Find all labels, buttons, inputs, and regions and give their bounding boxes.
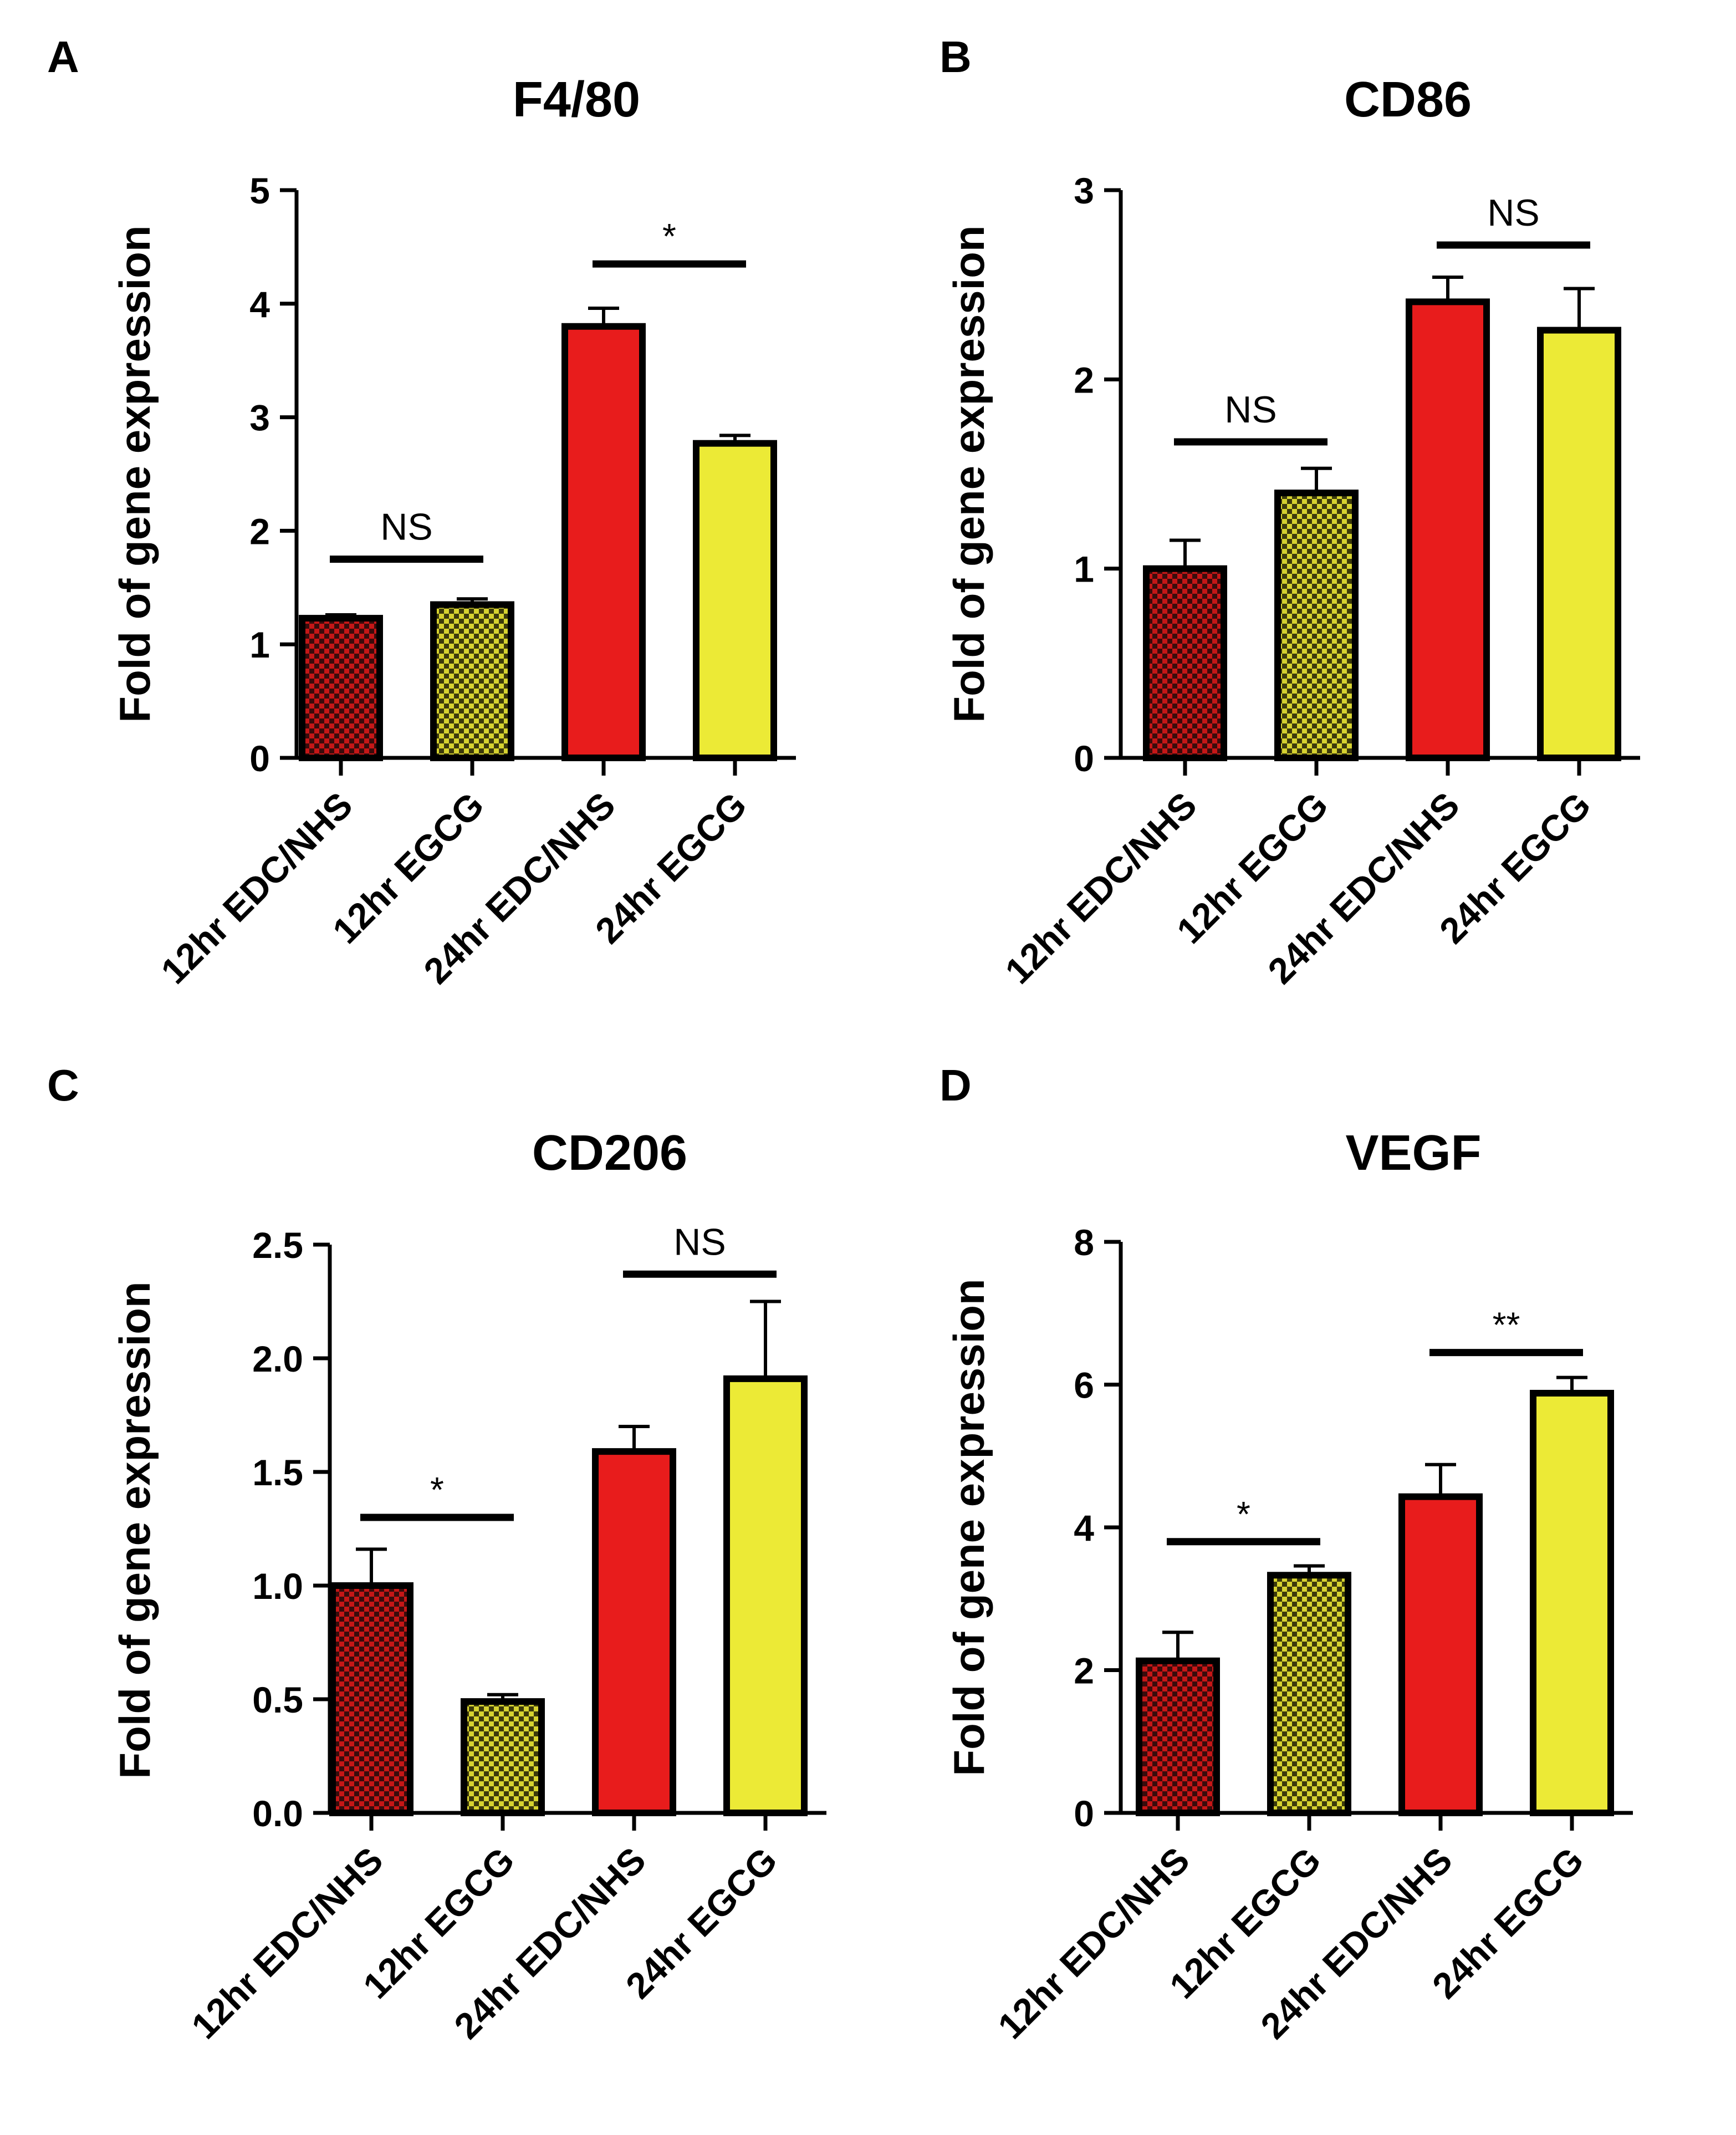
- bar-4: [723, 1375, 808, 1816]
- bar-1: [329, 1582, 413, 1816]
- panel-letter: D: [940, 1061, 972, 1110]
- y-axis-label: Fold of gene expression: [110, 225, 159, 722]
- panel-d: D VEGF Fold of gene expression 0 2 4 6 8 12hr ED…: [940, 1061, 1633, 2046]
- chart-title: CD206: [532, 1125, 687, 1181]
- bar-1: [1143, 565, 1227, 761]
- y-tick-label: 1.5: [252, 1452, 303, 1493]
- y-tick-label: 2: [1074, 1650, 1094, 1691]
- significance-label: NS: [673, 1221, 726, 1263]
- x-tick-label: 12hr EDC/NHS: [990, 1840, 1197, 2047]
- y-axis-label: Fold of gene expression: [944, 225, 993, 722]
- x-tick-label: 12hr EDC/NHS: [153, 784, 360, 992]
- chart-title: CD86: [1344, 72, 1472, 128]
- significance-label: NS: [380, 506, 432, 548]
- significance-label: *: [1237, 1494, 1250, 1534]
- y-tick-label: 1: [1074, 549, 1094, 590]
- significance-label: *: [430, 1470, 444, 1510]
- panel-letter: B: [940, 32, 972, 81]
- y-tick-label: 0: [1074, 738, 1094, 779]
- bar-2: [461, 1698, 545, 1817]
- bar-3: [1406, 298, 1490, 761]
- bar-3: [561, 323, 646, 761]
- x-tick-label: 12hr EDC/NHS: [997, 784, 1204, 992]
- chart-title: VEGF: [1345, 1125, 1481, 1181]
- y-tick-label: 8: [1074, 1222, 1094, 1263]
- y-tick-label: 5: [249, 170, 270, 211]
- panel-letter: C: [47, 1061, 79, 1110]
- y-tick-label: 3: [249, 398, 270, 439]
- bar-3: [1398, 1493, 1483, 1816]
- y-axis-label: Fold of gene expression: [944, 1278, 993, 1776]
- panel-a: A F4/80 Fold of gene expression 0 1 2 3 4 5 12hr …: [47, 32, 796, 991]
- y-tick-label: 0.5: [252, 1679, 303, 1720]
- bar-4: [1537, 327, 1621, 761]
- y-tick-label: 4: [249, 284, 270, 325]
- panel-c: C CD206 Fold of gene expression 0.0 0.5 1.0 1.…: [47, 1061, 826, 2046]
- y-tick-label: 1.0: [252, 1566, 303, 1607]
- bar-2: [1267, 1572, 1351, 1816]
- bar-4: [693, 440, 777, 761]
- significance-label: **: [1493, 1305, 1520, 1345]
- y-tick-label: 6: [1074, 1365, 1094, 1406]
- significance-label: NS: [1224, 389, 1277, 431]
- bar-2: [1274, 490, 1359, 762]
- bar-4: [1530, 1389, 1614, 1816]
- y-tick-label: 4: [1074, 1507, 1094, 1548]
- bar-2: [430, 601, 514, 762]
- y-tick-label: 2.0: [252, 1338, 303, 1379]
- x-tick-label: 12hr EDC/NHS: [183, 1840, 391, 2047]
- y-tick-label: 2: [1074, 359, 1094, 400]
- y-tick-label: 0: [249, 738, 270, 779]
- significance-label: *: [662, 216, 676, 256]
- y-tick-label: 1: [249, 624, 270, 665]
- y-tick-label: 2.5: [252, 1225, 303, 1266]
- significance-label: NS: [1487, 192, 1539, 234]
- bar-1: [299, 615, 383, 761]
- y-tick-label: 2: [249, 511, 270, 552]
- bar-3: [592, 1448, 676, 1817]
- y-tick-label: 0.0: [252, 1793, 303, 1834]
- panel-letter: A: [47, 32, 79, 81]
- panel-b: B CD86 Fold of gene expression 0 1 2 3 12hr EDC…: [940, 32, 1640, 991]
- y-axis-label: Fold of gene expression: [110, 1281, 159, 1779]
- chart-title: F4/80: [513, 72, 640, 128]
- bar-1: [1136, 1657, 1220, 1816]
- y-tick-label: 3: [1074, 170, 1094, 211]
- y-tick-label: 0: [1074, 1793, 1094, 1834]
